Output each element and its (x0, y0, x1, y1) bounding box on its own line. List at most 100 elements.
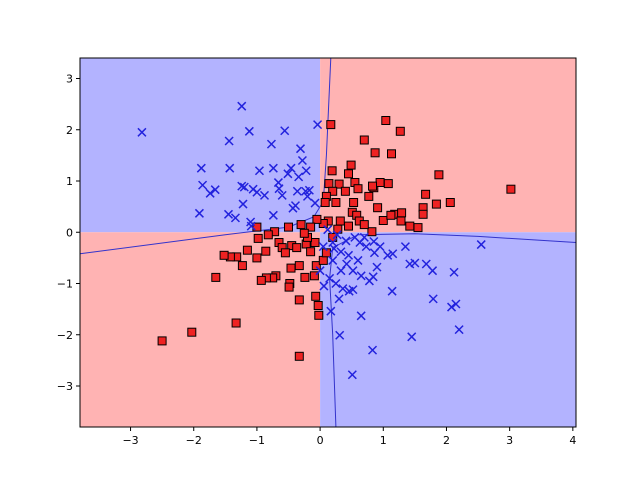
x-point (331, 278, 341, 289)
square-point (375, 178, 385, 187)
square-point (344, 169, 353, 179)
x-point (446, 302, 457, 312)
x-point (239, 182, 249, 192)
x-point (266, 139, 276, 149)
x-point (344, 250, 354, 260)
square-point (314, 310, 324, 320)
square-point (373, 203, 383, 213)
square-point (284, 282, 294, 292)
y-tick-label: −2 (57, 329, 73, 342)
x-point (315, 266, 325, 276)
x-tick-label: 2 (443, 434, 450, 447)
x-point (194, 208, 204, 218)
y-tick-label: −1 (57, 278, 73, 291)
x-point (325, 273, 335, 283)
square-point (263, 230, 273, 240)
square-point (296, 220, 306, 230)
square-point (381, 116, 391, 125)
square-point (328, 232, 338, 242)
square-point (335, 216, 345, 226)
square-point (311, 291, 321, 301)
square-point (434, 170, 444, 180)
x-point (387, 286, 397, 296)
x-point (223, 209, 234, 219)
square-point (413, 223, 423, 233)
square-point (261, 246, 271, 256)
x-point (338, 284, 348, 294)
x-point (237, 181, 247, 191)
region-lower-right (320, 232, 576, 427)
x-tick-label: −3 (122, 434, 138, 447)
square-point (340, 186, 350, 196)
square-point (157, 336, 167, 346)
x-tick-label: 3 (506, 434, 513, 447)
square-point (306, 247, 316, 257)
x-point (210, 185, 220, 195)
square-point (326, 120, 336, 130)
x-point (268, 210, 278, 220)
square-point (397, 208, 407, 218)
square-point (311, 261, 321, 271)
decision-regions (80, 58, 576, 427)
boundary-right (357, 233, 576, 243)
square-point (418, 209, 428, 219)
x-point (230, 213, 240, 223)
x-point (348, 266, 358, 276)
x-point (388, 249, 398, 259)
x-point (237, 101, 247, 111)
x-point (356, 271, 366, 281)
x-point (359, 232, 369, 242)
square-point (318, 255, 328, 265)
square-point (231, 318, 241, 328)
x-point (428, 294, 438, 304)
x-point (313, 120, 323, 130)
x-tick-label: −1 (249, 434, 265, 447)
region-upper-left (80, 58, 321, 233)
x-tick-label: 1 (380, 434, 387, 447)
region-lower-left (80, 232, 321, 427)
square-point (383, 179, 393, 189)
x-point (304, 185, 314, 195)
square-point (219, 250, 229, 260)
x-point (407, 332, 417, 342)
x-point (246, 217, 256, 227)
y-axis: −3 −2 −1 0 1 2 3 (57, 73, 80, 393)
square-point (324, 179, 334, 189)
x-point (225, 163, 235, 173)
square-point (387, 149, 396, 159)
x-point (268, 163, 278, 173)
square-point (292, 243, 302, 253)
x-point (196, 163, 206, 173)
square-point (334, 179, 344, 189)
x-axis: −3 −2 −1 0 1 2 3 4 (122, 427, 576, 447)
square-point (211, 272, 221, 282)
square-point (346, 160, 356, 170)
square-point (367, 227, 377, 237)
square-point (364, 191, 374, 201)
x-point (449, 267, 459, 277)
x-point (280, 126, 290, 136)
x-point (259, 190, 270, 200)
x-point (286, 163, 296, 173)
x-point (454, 325, 464, 335)
square-point (320, 198, 330, 207)
square-point (253, 233, 263, 243)
x-point (292, 186, 302, 196)
square-point (368, 181, 377, 191)
x-point (277, 190, 287, 200)
x-point (254, 166, 264, 176)
square-point (395, 126, 405, 136)
y-tick-label: −3 (57, 380, 73, 393)
square-point (353, 184, 363, 194)
square-point (359, 135, 369, 145)
x-point (198, 180, 208, 190)
square-point (294, 351, 304, 361)
x-point (224, 136, 234, 146)
x-point (335, 330, 345, 340)
x-point (328, 255, 338, 265)
x-point (323, 225, 333, 235)
square-point (299, 228, 309, 238)
x-point (310, 198, 320, 208)
square-point (312, 214, 322, 224)
square-point (431, 199, 441, 209)
